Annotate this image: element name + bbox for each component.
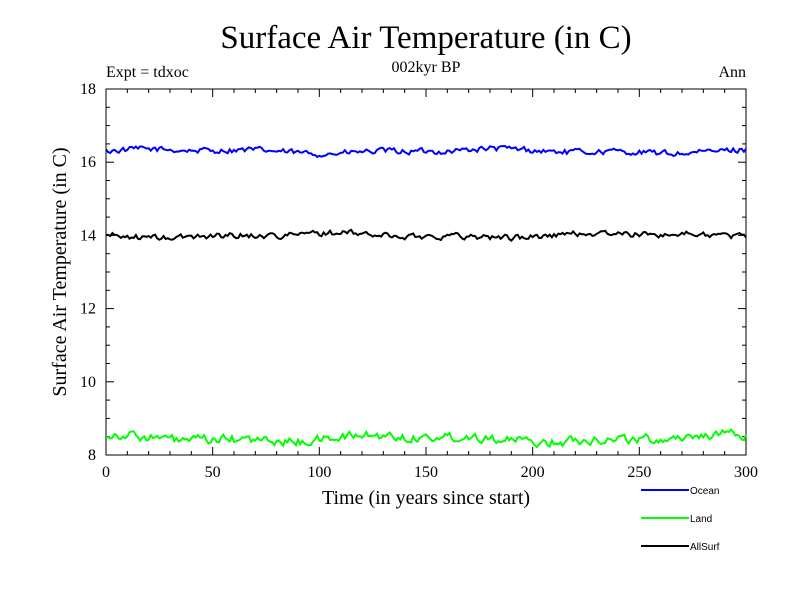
x-tick-label: 100 xyxy=(307,464,331,481)
y-tick-label: 16 xyxy=(80,154,96,171)
season-label: Ann xyxy=(718,64,746,81)
y-tick-label: 10 xyxy=(80,374,96,391)
series-lines xyxy=(105,144,747,449)
experiment-label: Expt = tdxoc xyxy=(106,64,189,81)
series-line-ocean xyxy=(105,144,747,159)
chart-subtitle: 002kyr BP xyxy=(392,59,461,76)
legend-label-ocean: Ocean xyxy=(690,486,719,497)
x-tick-label: 50 xyxy=(205,464,221,481)
x-tick-label: 0 xyxy=(102,464,110,481)
y-tick-label: 8 xyxy=(88,447,96,464)
axis-ticks xyxy=(105,88,747,456)
y-tick-label: 12 xyxy=(80,301,96,318)
x-tick-label: 250 xyxy=(627,464,651,481)
x-tick-label: 150 xyxy=(414,464,438,481)
series-line-land xyxy=(105,428,747,449)
series-line-allsurf xyxy=(105,228,747,243)
x-axis-label: Time (in years since start) xyxy=(322,487,530,509)
y-tick-label: 14 xyxy=(80,227,96,244)
chart-title: Surface Air Temperature (in C) xyxy=(220,20,631,56)
legend-label-allsurf: AllSurf xyxy=(690,542,720,553)
x-tick-label: 200 xyxy=(521,464,545,481)
plot-frame xyxy=(105,88,747,456)
legend: Ocean Land AllSurf xyxy=(641,486,720,553)
x-tick-label: 300 xyxy=(734,464,758,481)
tick-labels: 0 50 100 150 200 250 300 8 10 12 14 16 18 xyxy=(80,81,758,481)
y-axis-label: Surface Air Temperature (in C) xyxy=(49,147,71,396)
legend-label-land: Land xyxy=(690,514,712,525)
y-tick-label: 18 xyxy=(80,81,96,98)
